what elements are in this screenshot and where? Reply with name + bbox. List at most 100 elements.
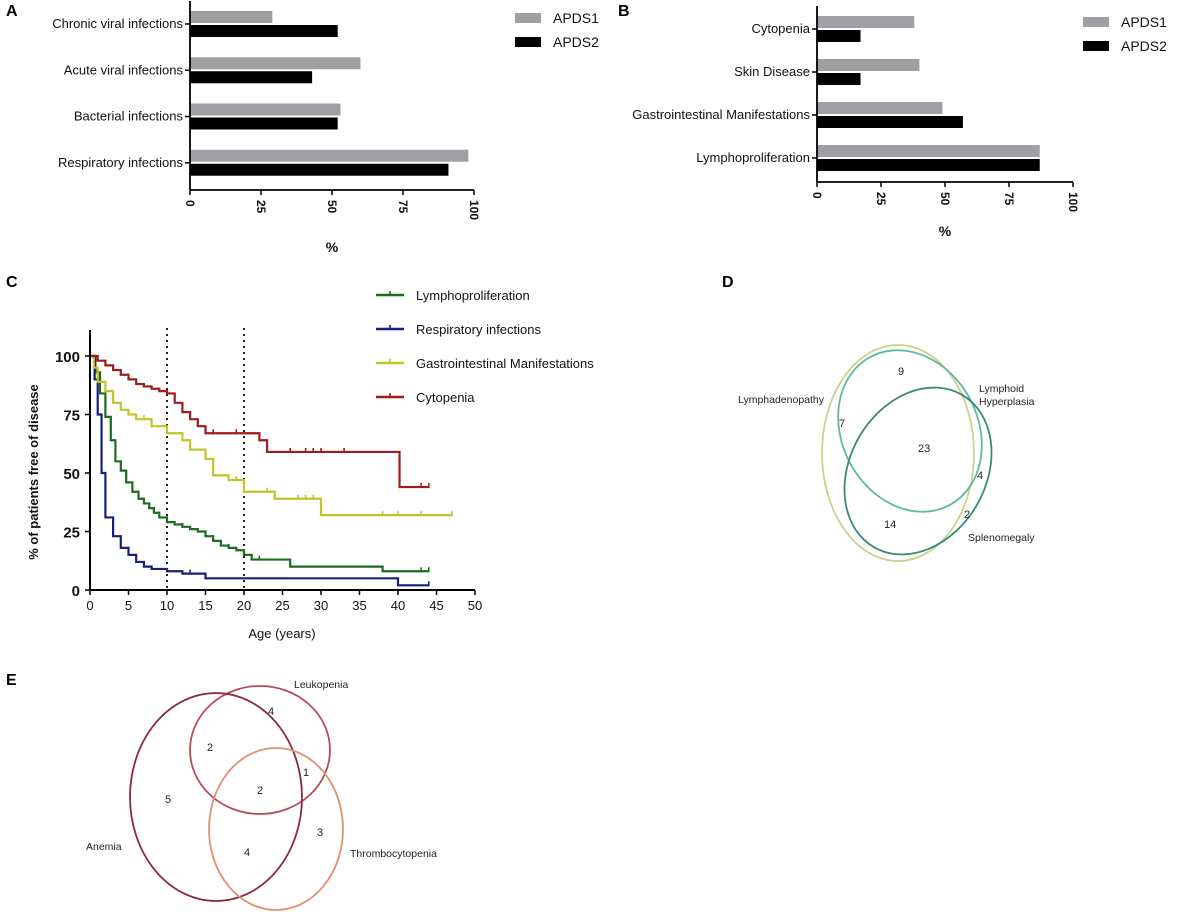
bar-b-apds2-lymphoproliferation <box>817 159 1040 171</box>
bar-a-apds1-acute-viral-infections <box>190 57 361 70</box>
bar-b-apds1-skin-disease <box>817 59 920 71</box>
legend-label-b-apds2: APDS2 <box>1121 38 1167 54</box>
venn-e-label-thrombocytopenia: Thrombocytopenia <box>350 848 437 860</box>
x-tick-label-c-0: 0 <box>86 598 93 613</box>
bar-a-apds2-respiratory-infections <box>190 163 449 176</box>
venn-d-count-all-three: 23 <box>918 443 930 455</box>
x-tick-label-c-40: 40 <box>391 598 405 613</box>
venn-e-count-all-three: 2 <box>257 785 263 797</box>
x-tick-label-a-25: 25 <box>254 200 268 214</box>
chart-panel-b: Cytopenia Skin Disease Gastrointestinal Ma… <box>632 6 1167 239</box>
km-curve-lymphoproliferation <box>90 354 429 573</box>
venn-panel-d: Lymphadenopathy Lymphoid Hyperplasia Spl… <box>738 344 1035 562</box>
venn-e-leukopenia-ellipse <box>189 685 331 815</box>
panel-label-e: E <box>6 672 17 689</box>
venn-d-count-splenomegaly-edge: 2 <box>964 509 970 521</box>
x-tick-label-b-75: 75 <box>1002 192 1016 206</box>
x-tick-label-b-0: 0 <box>810 192 824 199</box>
venn-panel-e: Leukopenia Anemia Thrombocytopenia 4 2 1… <box>86 679 437 911</box>
x-tick-label-c-50: 50 <box>468 598 482 613</box>
y-axis-title-c: % of patients free of disease <box>26 384 41 560</box>
y-tick-label-c-75: 75 <box>63 408 80 425</box>
venn-e-count-leuko-thrombo: 1 <box>303 767 309 779</box>
venn-e-count-anemia-only: 5 <box>165 794 171 806</box>
category-label-a-respiratory-infections: Respiratory infections <box>58 155 183 170</box>
x-tick-label-a-0: 0 <box>183 200 197 207</box>
legend-label-b-apds1: APDS1 <box>1121 14 1167 30</box>
bar-a-apds2-acute-viral-infections <box>190 71 313 84</box>
bar-b-apds1-cytopenia <box>817 16 915 28</box>
venn-d-count-hyperplasia-splenomegaly: 4 <box>977 470 983 482</box>
x-axis-title-c: Age (years) <box>248 626 315 641</box>
bar-b-apds2-cytopenia <box>817 30 861 42</box>
x-tick-label-c-15: 15 <box>198 598 212 613</box>
category-label-b-skin-disease: Skin Disease <box>734 64 810 79</box>
x-tick-label-a-50: 50 <box>325 200 339 214</box>
y-tick-label-c-100: 100 <box>55 349 80 366</box>
panel-label-b: B <box>618 3 630 20</box>
venn-e-count-anemia-thrombo: 4 <box>244 847 250 859</box>
legend-label-c-cytopenia: Cytopenia <box>416 390 475 405</box>
legend-label-c-gastrointestinal-manifestations: Gastrointestinal Manifestations <box>416 356 594 371</box>
legend-label-c-respiratory-infections: Respiratory infections <box>416 322 541 337</box>
venn-e-label-anemia: Anemia <box>86 841 122 853</box>
x-tick-label-c-10: 10 <box>160 598 174 613</box>
chart-panel-c: 0 5 10 15 20 25 30 35 40 45 50 0 25 50 75 100 Age (years… <box>26 288 594 641</box>
y-tick-label-c-0: 0 <box>72 583 80 600</box>
venn-d-label-hyperplasia-1: Lymphoid <box>979 383 1024 395</box>
bar-a-apds1-chronic-viral-infections <box>190 11 273 23</box>
bar-a-apds1-respiratory-infections <box>190 149 469 162</box>
x-tick-label-a-75: 75 <box>396 200 410 214</box>
venn-d-splenomegaly-ellipse <box>843 386 993 556</box>
venn-d-label-lymphadenopathy: Lymphadenopathy <box>738 394 825 406</box>
venn-d-label-hyperplasia-2: Hyperplasia <box>979 396 1035 408</box>
venn-e-anemia-ellipse <box>129 692 303 902</box>
panel-label-c: C <box>6 274 18 291</box>
x-axis-title-a: % <box>326 239 339 255</box>
bar-b-apds2-gastrointestinal-manifestations <box>817 116 963 128</box>
y-tick-label-c-25: 25 <box>63 525 80 542</box>
km-curve-cytopenia <box>90 354 429 489</box>
legend-label-c-lymphoproliferation: Lymphoproliferation <box>416 288 530 303</box>
km-curve-respiratory-infections <box>90 354 429 587</box>
venn-d-count-lymph-splenomegaly: 14 <box>884 519 896 531</box>
legend-swatch-b-apds2 <box>1083 41 1109 51</box>
x-tick-label-c-45: 45 <box>429 598 443 613</box>
category-label-a-acute-viral-infections: Acute viral infections <box>64 62 184 77</box>
x-axis-title-b: % <box>939 223 952 239</box>
venn-d-count-hyperplasia-only: 9 <box>898 366 904 378</box>
venn-d-count-lymphadenopathy-only: 7 <box>839 418 845 430</box>
venn-e-thrombocytopenia-ellipse <box>208 747 344 911</box>
venn-e-label-leukopenia: Leukopenia <box>294 679 348 691</box>
x-tick-label-c-30: 30 <box>314 598 328 613</box>
venn-e-count-leukopenia-only: 4 <box>268 706 274 718</box>
venn-d-label-splenomegaly: Splenomegaly <box>968 532 1035 544</box>
x-tick-label-b-100: 100 <box>1066 192 1080 212</box>
legend-label-a-apds1: APDS1 <box>553 10 599 26</box>
category-label-b-lymphoproliferation: Lymphoproliferation <box>696 150 810 165</box>
x-tick-label-c-20: 20 <box>237 598 251 613</box>
panel-label-a: A <box>6 3 18 20</box>
legend-swatch-a-apds1 <box>515 13 541 23</box>
bar-a-apds2-chronic-viral-infections <box>190 25 338 37</box>
venn-d-lymphadenopathy-ellipse <box>821 344 975 562</box>
category-label-a-bacterial-infections: Bacterial infections <box>74 109 184 124</box>
km-curve-gastrointestinal-manifestations <box>90 354 452 517</box>
category-label-b-cytopenia: Cytopenia <box>751 21 810 36</box>
x-tick-label-c-35: 35 <box>352 598 366 613</box>
bar-a-apds2-bacterial-infections <box>190 117 338 130</box>
x-tick-label-b-25: 25 <box>874 192 888 206</box>
x-tick-label-b-50: 50 <box>938 192 952 206</box>
bar-a-apds1-bacterial-infections <box>190 103 341 116</box>
x-tick-label-a-100: 100 <box>467 200 481 220</box>
bar-b-apds2-skin-disease <box>817 73 861 85</box>
panel-label-d: D <box>722 274 734 291</box>
y-tick-label-c-50: 50 <box>63 466 80 483</box>
bar-b-apds1-gastrointestinal-manifestations <box>817 102 943 114</box>
venn-e-count-thrombo-only: 3 <box>317 827 323 839</box>
legend-label-a-apds2: APDS2 <box>553 34 599 50</box>
category-label-b-gastrointestinal-manifestations: Gastrointestinal Manifestations <box>632 107 810 122</box>
venn-d-hyperplasia-ellipse <box>837 349 983 513</box>
venn-e-count-leuko-anemia: 2 <box>207 742 213 754</box>
